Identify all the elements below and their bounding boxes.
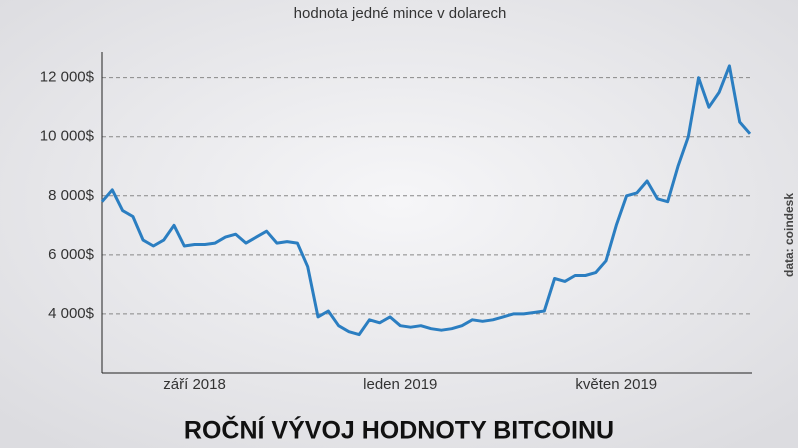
x-tick-label: květen 2019 xyxy=(575,376,657,393)
source-note: data: coindesk xyxy=(782,193,796,277)
y-tick-label: 12 000$ xyxy=(40,69,95,86)
chart-subtitle: hodnota jedné mince v dolarech xyxy=(294,5,507,22)
chart-title: ROČNÍ VÝVOJ HODNOTY BITCOINU xyxy=(184,415,614,445)
x-tick-label: leden 2019 xyxy=(363,376,437,393)
price-line xyxy=(100,64,752,337)
x-tick-label: září 2018 xyxy=(163,376,226,393)
y-tick-label: 10 000$ xyxy=(40,128,95,145)
y-tick-label: 4 000$ xyxy=(48,305,95,322)
y-tick-label: 8 000$ xyxy=(48,187,95,204)
y-tick-label: 6 000$ xyxy=(48,246,95,263)
